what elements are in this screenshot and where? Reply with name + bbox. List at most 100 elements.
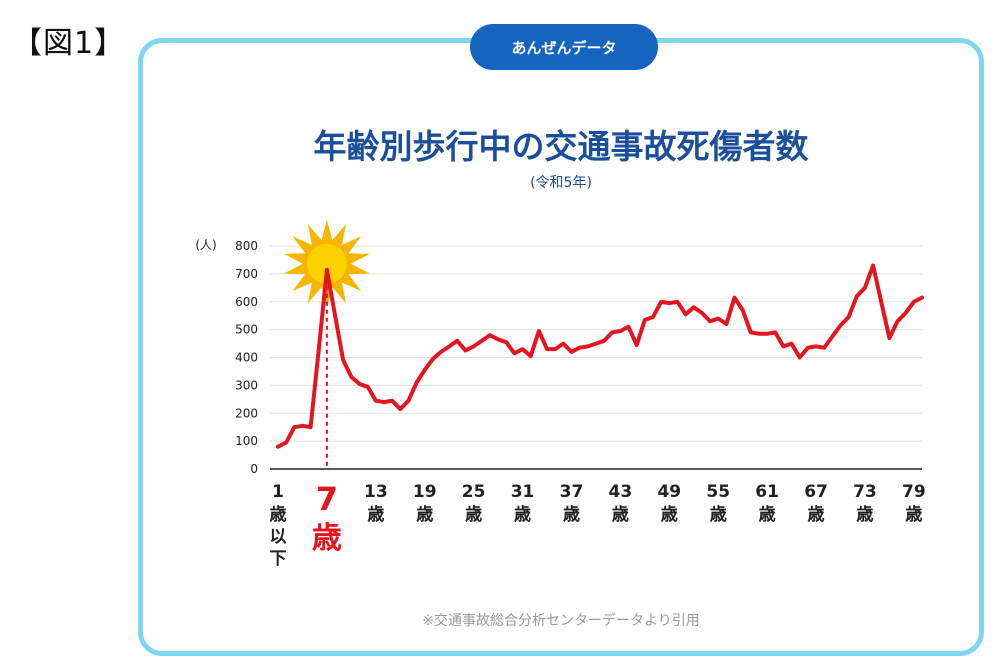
data-point bbox=[472, 344, 476, 348]
data-point bbox=[618, 329, 622, 333]
data-point bbox=[537, 329, 541, 333]
data-point bbox=[512, 351, 516, 355]
data-point bbox=[341, 358, 345, 362]
x-tick-label: 19 bbox=[413, 482, 437, 502]
data-point bbox=[317, 347, 321, 351]
y-tick-label: 700 bbox=[235, 267, 258, 281]
data-point bbox=[798, 356, 802, 359]
data-point bbox=[700, 311, 704, 315]
data-point bbox=[464, 349, 467, 352]
data-point bbox=[610, 330, 614, 334]
data-point bbox=[406, 399, 410, 403]
data-point bbox=[667, 301, 671, 305]
y-tick-label: 200 bbox=[235, 406, 258, 420]
series-line bbox=[276, 263, 924, 449]
starburst-core bbox=[306, 243, 347, 284]
data-point bbox=[545, 347, 549, 351]
x-tick-label: 31 bbox=[511, 482, 535, 502]
x-tick-unit: 歳 bbox=[514, 504, 531, 525]
y-tick-label: 600 bbox=[235, 295, 258, 309]
data-point bbox=[741, 308, 745, 312]
x-tick-extra: 以 bbox=[270, 527, 287, 547]
data-point bbox=[309, 425, 313, 429]
data-point bbox=[529, 354, 533, 358]
data-point bbox=[684, 312, 688, 316]
data-point bbox=[358, 382, 361, 386]
x-tick-label: 55 bbox=[706, 482, 730, 502]
data-point bbox=[480, 339, 484, 343]
x-tick-unit: 歳 bbox=[563, 504, 580, 525]
data-point bbox=[904, 311, 908, 315]
x-tick-unit: 歳 bbox=[905, 504, 922, 525]
x-tick-label: 13 bbox=[364, 482, 388, 502]
data-point bbox=[708, 319, 712, 323]
x-tick-unit: 歳 bbox=[856, 504, 873, 525]
data-point bbox=[659, 300, 663, 304]
x-tick-label: 1 bbox=[272, 482, 284, 502]
data-point bbox=[733, 296, 736, 300]
data-point bbox=[635, 343, 639, 347]
data-point bbox=[912, 300, 916, 304]
data-point bbox=[292, 425, 296, 429]
source-note: ※交通事故総合分析センターデータより引用 bbox=[422, 613, 700, 629]
data-point bbox=[675, 300, 679, 304]
data-point bbox=[439, 350, 443, 354]
data-point bbox=[716, 317, 720, 320]
y-tick-label: 0 bbox=[250, 462, 258, 476]
data-point bbox=[423, 368, 427, 372]
data-point bbox=[724, 322, 728, 326]
x-tick-label: 61 bbox=[755, 482, 779, 502]
data-point bbox=[488, 333, 492, 337]
x-tick-unit: 歳 bbox=[612, 504, 629, 525]
y-tick-label: 800 bbox=[235, 239, 258, 253]
data-point bbox=[643, 318, 647, 322]
series-points bbox=[276, 264, 924, 449]
data-point bbox=[325, 268, 329, 272]
data-point bbox=[822, 346, 826, 350]
data-point bbox=[301, 424, 304, 428]
data-point bbox=[390, 399, 394, 403]
data-point bbox=[839, 323, 842, 327]
data-point bbox=[415, 381, 419, 385]
x-tick-unit: 歳 bbox=[367, 504, 384, 525]
highlight-starburst bbox=[284, 219, 370, 308]
figure-label: 【図1】 bbox=[12, 26, 126, 61]
data-point bbox=[455, 339, 459, 343]
data-point bbox=[349, 375, 353, 379]
x-tick-label: 73 bbox=[853, 482, 877, 502]
x-tick-unit: 歳 bbox=[270, 504, 287, 525]
data-point bbox=[333, 314, 337, 318]
data-point bbox=[863, 286, 867, 290]
data-point bbox=[382, 400, 386, 404]
data-point bbox=[398, 407, 402, 411]
gridlines bbox=[270, 245, 922, 442]
data-point bbox=[447, 344, 451, 348]
data-point bbox=[855, 294, 859, 298]
data-point bbox=[276, 445, 280, 449]
data-point bbox=[578, 346, 582, 350]
data-point bbox=[692, 305, 696, 309]
x-tick-label: 43 bbox=[609, 482, 633, 502]
data-point bbox=[887, 336, 891, 340]
y-tick-label: 400 bbox=[235, 351, 258, 365]
data-point bbox=[830, 335, 834, 339]
data-point bbox=[790, 342, 794, 346]
x-tick-unit-highlight: 歳 bbox=[312, 521, 342, 556]
data-point bbox=[765, 332, 769, 336]
data-point bbox=[627, 325, 630, 329]
data-point bbox=[651, 315, 655, 319]
x-tick-unit: 歳 bbox=[465, 504, 482, 525]
data-point bbox=[496, 337, 500, 341]
x-tick-label: 67 bbox=[804, 482, 828, 502]
data-point bbox=[749, 330, 753, 334]
x-tick-label: 49 bbox=[657, 482, 681, 502]
data-point bbox=[431, 357, 435, 361]
x-tick-unit: 歳 bbox=[661, 504, 678, 525]
data-point bbox=[781, 344, 785, 348]
x-tick-label: 25 bbox=[462, 482, 486, 502]
y-axis-ticks: 0 100 200 300 400 500 600 700 800 bbox=[235, 239, 258, 476]
y-tick-label: 500 bbox=[235, 323, 258, 337]
y-tick-label: 100 bbox=[235, 434, 258, 448]
data-point bbox=[806, 346, 810, 350]
